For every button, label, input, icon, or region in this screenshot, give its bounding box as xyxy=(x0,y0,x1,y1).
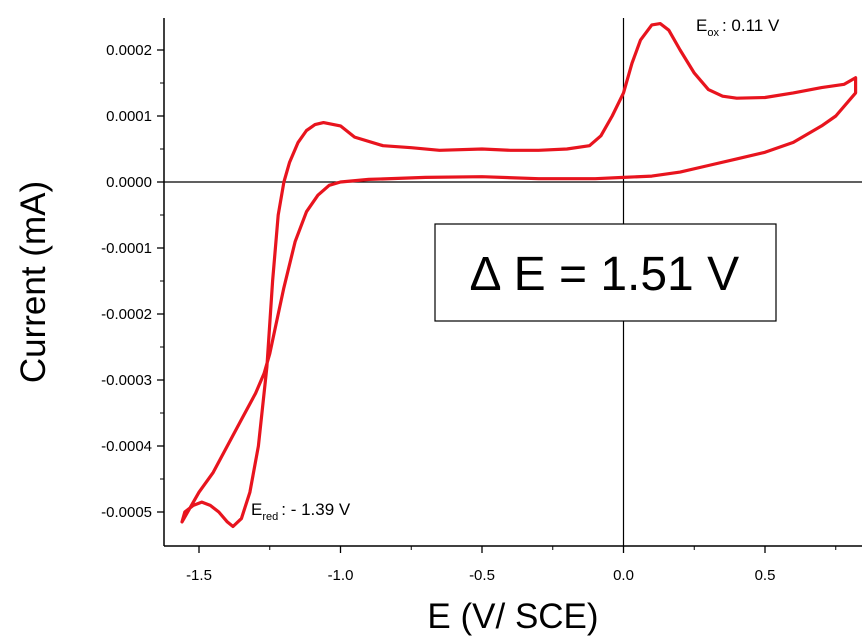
delta-e-label: ∆ E = 1.51 V xyxy=(471,248,739,301)
eox-value: : 0.11 V xyxy=(722,16,780,35)
y-tick-label: 0.0000 xyxy=(106,174,152,191)
x-tick-label: 0.0 xyxy=(613,567,634,584)
delta-e-box xyxy=(434,223,777,322)
x-tick-label: -1.5 xyxy=(186,567,212,584)
ered-sub: red xyxy=(262,511,278,523)
ered-annotation: Ered: - 1.39 V xyxy=(251,500,351,523)
eox-annotation: Eox: 0.11 V xyxy=(696,16,780,39)
y-tick-label: -0.0001 xyxy=(101,240,152,257)
x-tick-label: 0.5 xyxy=(755,567,776,584)
eox-sub: ox xyxy=(707,27,719,39)
y-axis-title: Current (mA) xyxy=(14,181,53,383)
y-tick-label: -0.0004 xyxy=(101,438,152,455)
y-tick-label: -0.0002 xyxy=(101,306,152,323)
y-tick-label: 0.0001 xyxy=(106,108,152,125)
y-tick-label: 0.0002 xyxy=(106,42,152,59)
x-tick-label: -1.0 xyxy=(328,567,354,584)
y-tick-label: -0.0005 xyxy=(101,504,152,521)
x-axis-title: E (V/ SCE) xyxy=(427,597,598,636)
eox-main: E xyxy=(696,16,707,35)
x-tick-label: -0.5 xyxy=(469,567,495,584)
ered-main: E xyxy=(251,500,262,519)
y-axis-ticks: 0.0002 0.0001 0.0000 -0.0001 -0.0002 -0.0003 -… xyxy=(101,42,164,521)
cv-curve-series xyxy=(180,22,858,529)
y-tick-label: -0.0003 xyxy=(101,372,152,389)
ered-value: : - 1.39 V xyxy=(281,500,351,519)
x-axis-ticks: -1.5 -1.0 -0.5 0.0 0.5 xyxy=(186,546,837,584)
